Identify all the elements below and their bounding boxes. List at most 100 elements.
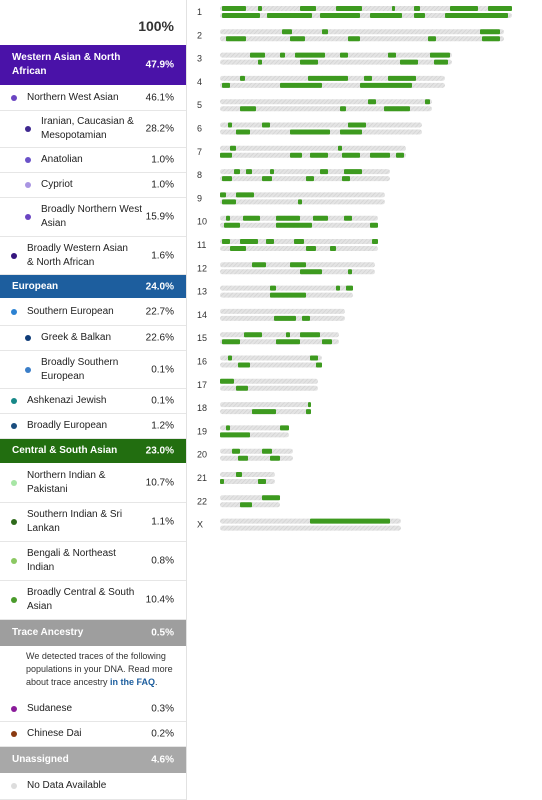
ancestry-row: Southern European 22.7% <box>0 298 186 326</box>
ancestry-label: Unassigned <box>12 754 69 765</box>
ancestry-segment <box>414 6 420 11</box>
ancestry-segment <box>340 52 348 58</box>
color-dot <box>25 157 31 163</box>
ancestry-segment <box>262 122 270 128</box>
color-dot <box>11 731 17 737</box>
ancestry-segment <box>450 6 478 11</box>
ancestry-segment <box>236 192 254 198</box>
ancestry-panel: 100% We detected traces of the following… <box>0 0 187 800</box>
ancestry-percent: 1.6% <box>151 250 174 261</box>
ancestry-segment <box>338 145 342 151</box>
ancestry-segment <box>348 269 352 275</box>
ancestry-segment <box>400 59 418 65</box>
ancestry-segment <box>220 152 232 158</box>
ancestry-row: Northern West Asian 46.1% <box>0 85 186 111</box>
chromosome-bar <box>220 246 378 251</box>
ancestry-segment <box>344 169 362 175</box>
ancestry-segment <box>370 13 402 18</box>
ancestry-percent: 0.1% <box>151 395 174 407</box>
chromosome-label: 6 <box>197 124 202 134</box>
chromosome-label: 13 <box>197 287 207 297</box>
ancestry-segment <box>290 152 302 158</box>
ancestry-segment <box>348 36 360 42</box>
ancestry-segment <box>244 332 262 338</box>
ancestry-percent: 47.9% <box>145 59 174 71</box>
ancestry-row: Central & South Asian 23.0% <box>0 439 186 463</box>
chromosome-bar <box>220 29 504 35</box>
ancestry-segment <box>226 425 230 431</box>
chromosome-label: 5 <box>197 100 202 110</box>
ancestry-label: Northern West Asian <box>27 91 119 103</box>
chromosome-bar <box>220 448 293 454</box>
chromosome-bar <box>220 36 504 42</box>
ancestry-segment <box>316 362 322 368</box>
ancestry-percent: 24.0% <box>145 281 174 292</box>
ancestry-segment <box>282 29 292 35</box>
color-dot <box>25 182 31 188</box>
ancestry-segment <box>240 106 256 112</box>
ancestry-label: Broadly Southern European <box>41 356 119 382</box>
ancestry-segment <box>224 222 240 228</box>
total-percent: 100% <box>138 18 174 34</box>
ancestry-segment <box>298 199 302 205</box>
ancestry-row: Greek & Balkan 22.6% <box>0 326 186 351</box>
color-dot <box>25 366 31 373</box>
ancestry-segment <box>240 239 258 244</box>
ancestry-segment <box>336 285 340 291</box>
ancestry-row: European 24.0% <box>0 275 186 298</box>
chromosome-bar <box>220 362 322 368</box>
chromosome-bar <box>220 525 401 531</box>
ancestry-percent: 1.0% <box>151 179 174 191</box>
ancestry-percent: 4.6% <box>151 754 174 766</box>
ancestry-label: No Data Available <box>27 780 107 791</box>
ancestry-segment <box>290 129 330 135</box>
ancestry-segment <box>414 13 425 18</box>
ancestry-segment <box>306 246 316 251</box>
ancestry-row: Western Asian & North African 47.9% <box>0 45 186 85</box>
ancestry-percent: 1.0% <box>151 154 174 166</box>
ancestry-segment <box>370 152 390 158</box>
ancestry-label: European <box>12 280 59 292</box>
ancestry-label: Ashkenazi Jewish <box>27 395 107 406</box>
color-dot <box>11 308 17 315</box>
chromosome-label: 2 <box>197 30 202 40</box>
ancestry-segment <box>445 13 508 18</box>
ancestry-segment <box>430 52 450 58</box>
ancestry-segment <box>425 99 430 105</box>
ancestry-segment <box>340 129 362 135</box>
ancestry-segment <box>280 52 285 58</box>
ancestry-segment <box>230 246 246 251</box>
chromosome-bar <box>220 479 275 484</box>
ancestry-segment <box>336 6 362 11</box>
ancestry-segment <box>220 192 226 198</box>
ancestry-row: Broadly European 1.2% <box>0 414 186 439</box>
ancestry-segment <box>270 169 274 175</box>
faq-link[interactable]: in the FAQ <box>110 677 156 687</box>
ancestry-segment <box>240 502 252 508</box>
ancestry-row: Trace Ancestry 0.5% <box>0 620 186 646</box>
ancestry-segment <box>220 378 234 384</box>
ancestry-percent: 0.2% <box>151 728 174 740</box>
ancestry-segment <box>236 472 242 477</box>
ancestry-label: Anatolian <box>41 154 83 165</box>
ancestry-label: Trace Ancestry <box>12 627 84 638</box>
ancestry-segment <box>320 13 360 18</box>
chromosome-bar <box>220 385 318 391</box>
chromosome-label: 14 <box>197 310 207 320</box>
chromosome-label: 9 <box>197 193 202 203</box>
chromosome-bar <box>220 402 311 408</box>
ancestry-segment <box>274 315 296 321</box>
ancestry-label: Chinese Dai <box>27 728 82 739</box>
ancestry-row: Broadly Central & South Asian 10.4% <box>0 581 186 620</box>
ancestry-label: Broadly Central & South Asian <box>27 587 135 612</box>
ancestry-segment <box>372 239 378 244</box>
ancestry-segment <box>310 152 328 158</box>
color-dot <box>11 398 17 404</box>
ancestry-label: Greek & Balkan <box>41 332 112 343</box>
ancestry-label: Cypriot <box>41 179 73 190</box>
chromosome-bar <box>220 455 293 461</box>
ancestry-row: Anatolian 1.0% <box>0 148 186 173</box>
ancestry-segment <box>258 479 266 484</box>
ancestry-segment <box>270 292 306 298</box>
